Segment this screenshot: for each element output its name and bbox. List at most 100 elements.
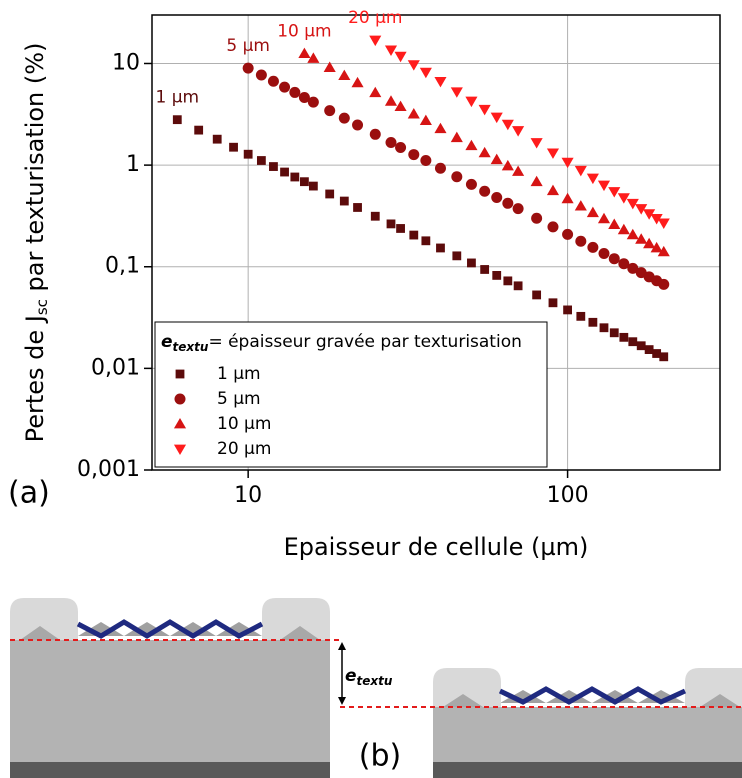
marker xyxy=(574,200,587,211)
x-tick-label: 10 xyxy=(234,483,262,508)
marker xyxy=(546,148,560,159)
marker xyxy=(652,349,662,358)
marker xyxy=(597,180,611,192)
legend-title-sub: textu xyxy=(173,340,209,354)
marker xyxy=(547,221,559,233)
legend-box xyxy=(154,321,548,468)
marker xyxy=(242,62,254,74)
marker xyxy=(289,86,301,98)
marker xyxy=(421,236,431,246)
marker xyxy=(491,192,503,204)
marker xyxy=(513,281,523,291)
marker xyxy=(290,172,300,182)
marker xyxy=(434,122,447,134)
marker xyxy=(635,233,648,244)
marker xyxy=(490,153,503,165)
plot-frame xyxy=(151,14,721,471)
marker xyxy=(324,105,336,117)
marker xyxy=(465,139,478,151)
y-axis-title: Pertes de Jsc par texturisation (%) xyxy=(21,43,51,443)
contact-left-2 xyxy=(262,598,330,640)
marker xyxy=(588,317,598,327)
marker xyxy=(644,345,654,355)
marker xyxy=(450,87,463,98)
marker xyxy=(490,112,503,124)
marker xyxy=(386,219,396,229)
arrow-head xyxy=(338,642,346,650)
marker xyxy=(394,51,407,63)
marker xyxy=(298,47,311,59)
marker xyxy=(385,136,397,148)
x-tick-label: 100 xyxy=(547,483,589,508)
marker xyxy=(530,138,543,149)
marker xyxy=(407,60,420,71)
marker xyxy=(465,178,477,190)
marker xyxy=(650,241,663,253)
marker xyxy=(512,203,524,215)
marker xyxy=(574,165,587,177)
marker xyxy=(657,245,670,257)
marker xyxy=(617,223,630,235)
marker xyxy=(599,323,609,333)
marker xyxy=(323,61,336,72)
marker xyxy=(598,247,610,259)
marker xyxy=(419,114,432,126)
texture-layer-left xyxy=(76,619,264,639)
arrow-head xyxy=(338,697,346,705)
series-annotation: 20 µm xyxy=(348,8,402,28)
contact-right-1 xyxy=(433,668,501,707)
thickness-label: etextu xyxy=(345,666,393,688)
marker xyxy=(597,212,611,224)
marker xyxy=(352,119,364,131)
marker xyxy=(658,278,670,290)
marker xyxy=(325,189,335,199)
marker xyxy=(212,134,222,144)
marker xyxy=(628,337,638,347)
diagram: etextu (b) xyxy=(10,598,742,778)
back-layer-right xyxy=(433,762,742,778)
marker xyxy=(384,95,398,106)
y-tick-label: 0,01 xyxy=(91,355,140,380)
marker xyxy=(407,108,420,119)
marker xyxy=(501,119,514,131)
y-tick-label: 0,1 xyxy=(105,254,140,279)
series-annotation: 1 µm xyxy=(155,88,199,108)
marker xyxy=(609,328,619,338)
marker xyxy=(562,228,574,240)
marker xyxy=(434,162,446,174)
y-tick-label: 0,001 xyxy=(77,457,140,482)
marker xyxy=(561,192,574,204)
marker xyxy=(617,193,630,204)
marker xyxy=(256,156,266,165)
pyramid xyxy=(280,626,320,640)
marker xyxy=(512,126,525,137)
marker xyxy=(479,185,491,197)
marker xyxy=(587,241,599,253)
marker xyxy=(532,290,542,300)
marker xyxy=(307,96,319,108)
marker xyxy=(370,211,380,221)
marker xyxy=(576,311,586,321)
contact-right-2 xyxy=(685,668,742,707)
marker xyxy=(643,209,656,220)
panel-label-a: (a) xyxy=(8,476,50,511)
marker xyxy=(279,81,291,93)
marker xyxy=(478,146,491,158)
marker xyxy=(267,75,279,87)
marker xyxy=(243,149,253,159)
legend-marker xyxy=(173,417,187,429)
marker xyxy=(269,162,278,171)
marker xyxy=(394,100,407,112)
marker xyxy=(548,298,558,308)
y-axis-title-main: Pertes de J xyxy=(21,315,49,442)
marker xyxy=(478,104,491,116)
marker xyxy=(436,243,445,253)
marker xyxy=(452,251,462,261)
marker xyxy=(563,305,572,315)
y-tick-label: 1 xyxy=(126,152,140,177)
pyramid xyxy=(700,694,740,707)
marker xyxy=(635,204,648,215)
marker xyxy=(586,173,599,185)
marker xyxy=(450,131,463,143)
marker xyxy=(512,165,525,176)
